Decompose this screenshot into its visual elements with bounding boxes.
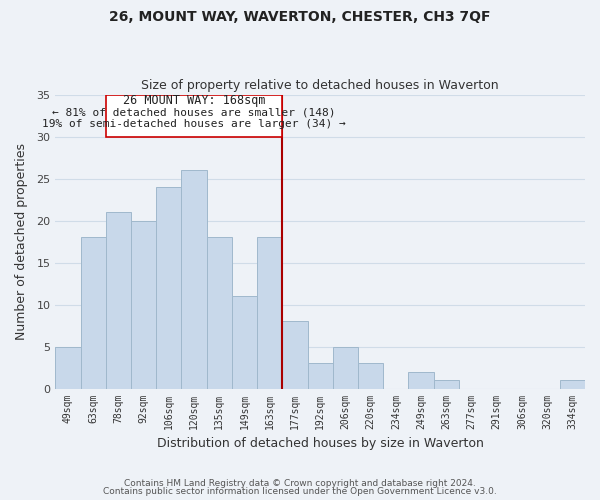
X-axis label: Distribution of detached houses by size in Waverton: Distribution of detached houses by size … — [157, 437, 484, 450]
Text: 26, MOUNT WAY, WAVERTON, CHESTER, CH3 7QF: 26, MOUNT WAY, WAVERTON, CHESTER, CH3 7Q… — [109, 10, 491, 24]
Bar — [257, 238, 283, 388]
Title: Size of property relative to detached houses in Waverton: Size of property relative to detached ho… — [142, 79, 499, 92]
Bar — [283, 322, 308, 388]
Bar — [106, 212, 131, 388]
Bar — [80, 238, 106, 388]
Text: 19% of semi-detached houses are larger (34) →: 19% of semi-detached houses are larger (… — [42, 119, 346, 129]
Bar — [434, 380, 459, 388]
Text: ← 81% of detached houses are smaller (148): ← 81% of detached houses are smaller (14… — [52, 107, 336, 117]
Text: 26 MOUNT WAY: 168sqm: 26 MOUNT WAY: 168sqm — [123, 94, 265, 107]
Bar — [106, 94, 283, 136]
Text: Contains HM Land Registry data © Crown copyright and database right 2024.: Contains HM Land Registry data © Crown c… — [124, 478, 476, 488]
Bar — [333, 346, 358, 389]
Bar — [55, 346, 80, 389]
Bar — [156, 187, 181, 388]
Bar — [308, 364, 333, 388]
Bar — [560, 380, 585, 388]
Bar — [232, 296, 257, 388]
Bar — [206, 238, 232, 388]
Bar — [358, 364, 383, 388]
Bar — [181, 170, 206, 388]
Text: Contains public sector information licensed under the Open Government Licence v3: Contains public sector information licen… — [103, 487, 497, 496]
Bar — [131, 220, 156, 388]
Bar — [409, 372, 434, 388]
Y-axis label: Number of detached properties: Number of detached properties — [15, 143, 28, 340]
